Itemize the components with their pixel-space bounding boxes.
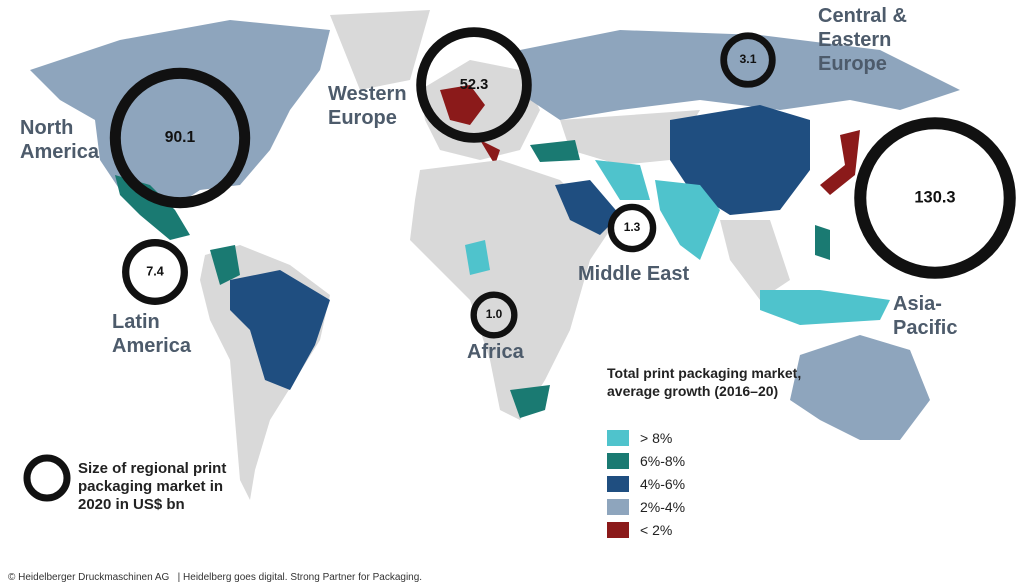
market-size-label: 90.1	[165, 129, 196, 146]
footer: © Heidelberger Druckmaschinen AG | Heide…	[8, 572, 423, 583]
market-size-ring	[470, 291, 518, 339]
market-size-label: 1.0	[486, 307, 503, 321]
italy	[480, 140, 500, 165]
colombia	[210, 245, 240, 285]
se-asia	[720, 220, 790, 300]
greenland	[330, 10, 430, 90]
legend-label: > 8%	[640, 430, 673, 446]
market-size-label: 52.3	[460, 77, 488, 93]
market-size-ring	[109, 67, 251, 209]
russia	[520, 30, 960, 120]
region-label: Middle East	[578, 263, 690, 285]
legend-swatch	[607, 430, 629, 446]
mexico	[115, 175, 190, 240]
north-america	[30, 20, 330, 210]
india	[655, 180, 720, 260]
south-africa	[510, 385, 550, 418]
central-asia	[560, 110, 700, 165]
market-size-ring	[416, 27, 532, 143]
market-size-label: 3.1	[740, 52, 757, 66]
region-label: Latin America	[112, 311, 191, 357]
growth-legend-title: Total print packaging market, average gr…	[607, 365, 802, 399]
legend-swatch	[607, 453, 629, 469]
indonesia	[760, 290, 890, 325]
australia	[790, 335, 930, 440]
region-label: Western Europe	[328, 83, 407, 129]
legend-label: 4%-6%	[640, 476, 686, 492]
market-size-label: 7.4	[146, 264, 164, 278]
market-size-label: 130.3	[914, 188, 955, 206]
legend-label: 2%-4%	[640, 499, 686, 515]
turkey	[530, 140, 580, 162]
legend-label: 6%-8%	[640, 453, 686, 469]
japan	[820, 130, 860, 195]
region-label: Africa	[467, 341, 524, 363]
market-size-label: 1.3	[624, 220, 641, 234]
size-legend: Size of regional print packaging market …	[78, 460, 227, 513]
africa	[410, 160, 610, 420]
uk-france	[440, 85, 485, 125]
brazil	[230, 270, 330, 390]
market-size-ring	[854, 117, 1016, 279]
china	[670, 105, 810, 215]
size-legend-ring	[23, 454, 71, 502]
market-size-ring	[607, 203, 657, 253]
legend-swatch	[607, 476, 629, 492]
nigeria	[465, 240, 490, 275]
legend-swatch	[607, 499, 629, 515]
saudi	[555, 180, 620, 235]
land	[30, 10, 960, 500]
philippines	[815, 225, 830, 260]
iran	[595, 160, 650, 200]
market-size-ring	[720, 32, 776, 88]
legend-label: < 2%	[640, 522, 673, 538]
legend-swatch	[607, 522, 629, 538]
region-label: Asia-Pacific	[893, 293, 958, 339]
region-label: Central & Eastern Europe	[818, 5, 907, 75]
region-label: North America	[20, 117, 99, 163]
market-size-ring	[122, 239, 188, 305]
